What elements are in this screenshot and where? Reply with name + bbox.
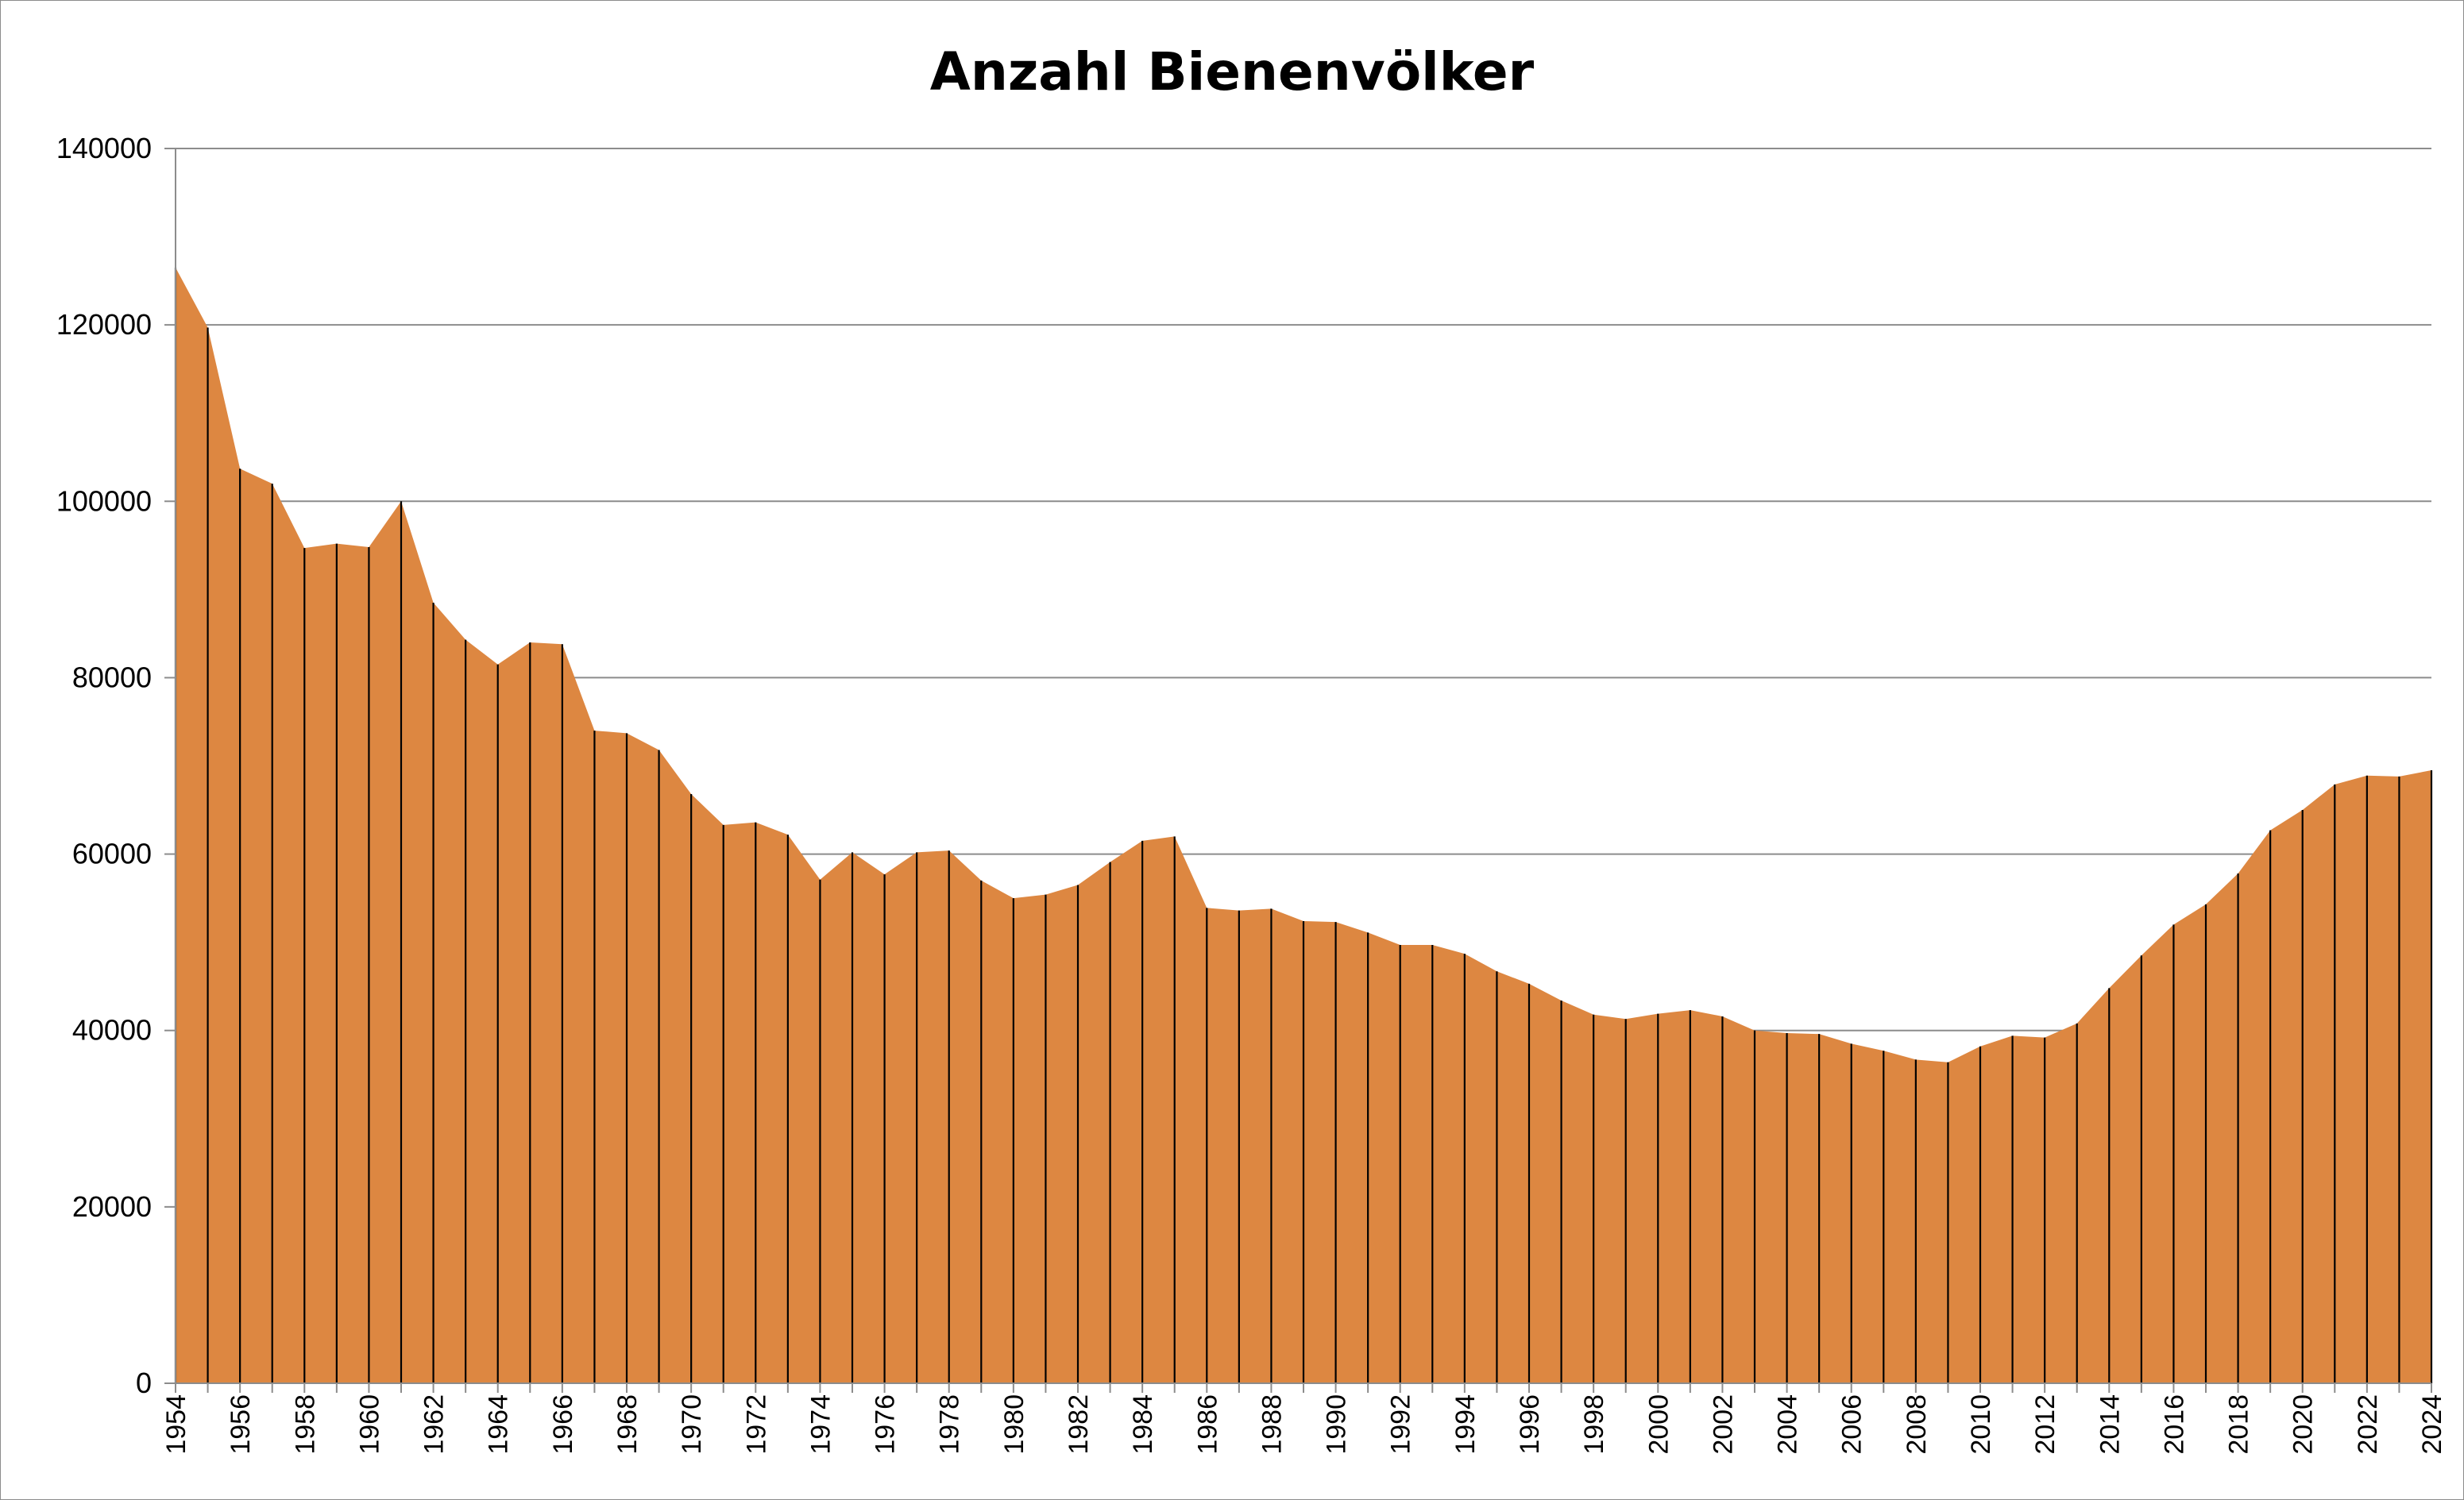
x-tick-label: 1986 xyxy=(1192,1394,1222,1455)
x-tick-label: 1984 xyxy=(1128,1394,1158,1455)
x-tick-label: 1992 xyxy=(1386,1394,1416,1455)
x-axis-tick-labels: 1954 1956 1958 1960 1962 1964 1966 1968 1970 1972… xyxy=(161,1394,2447,1455)
x-tick-label: 2008 xyxy=(1902,1394,1932,1455)
x-tick-label: 1990 xyxy=(1322,1394,1352,1455)
y-axis-tick-labels: 0 20000 40000 60000 80000 100000 120000 140000 xyxy=(56,132,152,1399)
x-tick-label: 1996 xyxy=(1515,1394,1545,1455)
x-tick-label: 1958 xyxy=(290,1394,320,1455)
x-tick-label: 1954 xyxy=(161,1394,191,1455)
x-tick-label: 2010 xyxy=(1966,1394,1996,1455)
x-tick-label: 1994 xyxy=(1450,1394,1481,1455)
y-tick-label: 100000 xyxy=(56,484,152,517)
x-tick-label: 1974 xyxy=(805,1394,836,1455)
x-tick-label: 1980 xyxy=(999,1394,1029,1455)
area-series xyxy=(176,267,2431,1384)
y-tick-label: 140000 xyxy=(56,132,152,164)
x-tick-label: 1976 xyxy=(871,1394,901,1455)
y-tick-label: 120000 xyxy=(56,308,152,341)
x-tick-label: 1988 xyxy=(1257,1394,1287,1455)
x-tick-label: 2006 xyxy=(1837,1394,1867,1455)
drop-lines xyxy=(174,267,2433,1383)
x-tick-label: 2016 xyxy=(2159,1394,2189,1455)
x-tick-label: 1972 xyxy=(741,1394,771,1455)
x-tick-label: 1998 xyxy=(1579,1394,1609,1455)
y-tick-label: 60000 xyxy=(72,838,152,870)
y-tick-label: 40000 xyxy=(72,1014,152,1047)
x-tick-label: 2014 xyxy=(2095,1394,2125,1455)
x-tick-label: 1960 xyxy=(354,1394,384,1455)
x-tick-label: 1982 xyxy=(1064,1394,1094,1455)
y-tick-label: 0 xyxy=(136,1367,152,1399)
x-tick-label: 2000 xyxy=(1643,1394,1674,1455)
x-tick-label: 1970 xyxy=(677,1394,707,1455)
x-tick-label: 1964 xyxy=(484,1394,514,1455)
x-tick-label: 2002 xyxy=(1708,1394,1738,1455)
x-tick-label: 2024 xyxy=(2417,1394,2447,1455)
x-tick-label: 1978 xyxy=(935,1394,965,1455)
x-tick-label: 1968 xyxy=(612,1394,643,1455)
x-tick-label: 2022 xyxy=(2353,1394,2383,1455)
axes xyxy=(164,148,2432,1393)
area-fill xyxy=(176,267,2431,1384)
x-tick-label: 2004 xyxy=(1773,1394,1803,1455)
x-tick-label: 2012 xyxy=(2030,1394,2060,1455)
chart-title: Anzahl Bienenvölker xyxy=(930,41,1535,102)
y-tick-label: 20000 xyxy=(72,1190,152,1223)
x-tick-label: 2020 xyxy=(2288,1394,2319,1455)
x-tick-label: 1956 xyxy=(226,1394,256,1455)
y-tick-label: 80000 xyxy=(72,661,152,693)
x-tick-label: 2018 xyxy=(2224,1394,2254,1455)
x-tick-label: 1966 xyxy=(548,1394,578,1455)
x-tick-label: 1962 xyxy=(419,1394,450,1455)
